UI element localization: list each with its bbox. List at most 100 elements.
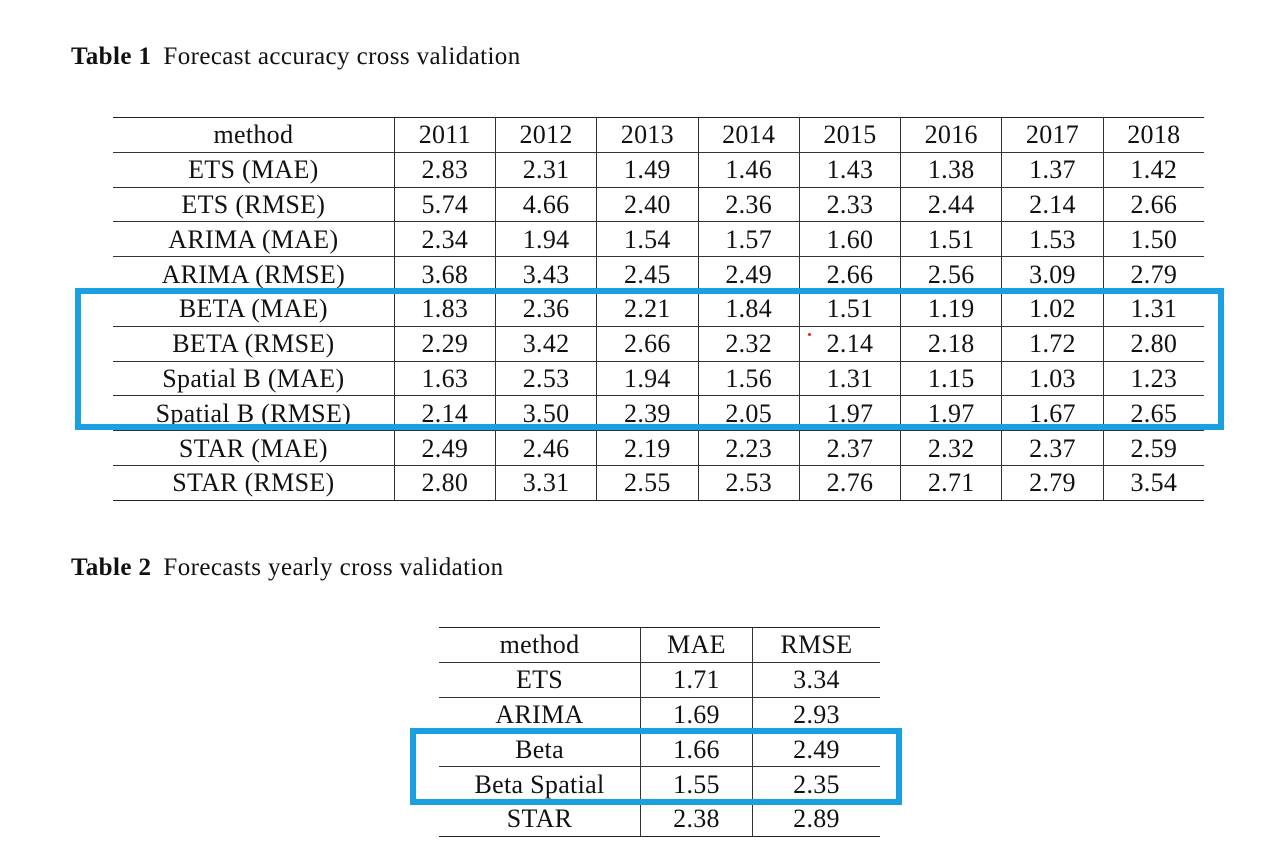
column-header-method: method [113,117,395,153]
table-row: ETS 1.71 3.34 [439,662,880,698]
table-header-row: method MAE RMSE [439,627,880,663]
value-cell: 1.38 [900,152,1003,188]
value-cell: 2.49 [752,731,880,768]
column-header-method: method [439,627,641,663]
forecasts-yearly-table: method MAE RMSE ETS 1.71 3.34 ARIMA 1.69… [439,627,880,837]
value-cell: 1.42 [1103,152,1204,188]
value-cell: 2.40 [596,187,699,223]
table-1-label: Table 1 [71,43,152,70]
value-cell: 2.53 [495,361,598,397]
method-cell: Beta [439,731,641,768]
value-cell: 2.29 [394,326,496,362]
value-cell: 3.54 [1130,468,1178,498]
value-cell: 1.56 [698,361,800,397]
value-cell: 2.37 [1001,430,1104,466]
value-cell: 2.36 [495,291,598,327]
column-header-rmse: RMSE [752,627,880,663]
value-cell: 2.79 [1001,465,1104,501]
value-cell: 3.68 [394,256,496,292]
value-cell: 1.49 [596,152,699,188]
column-header-year: 2015 [799,117,902,153]
value-cell: 2.18 [900,326,1003,362]
value-cell: 2.65 [1103,395,1204,432]
value-cell: 1.71 [640,662,753,698]
value-cell: 2.45 [596,256,699,292]
value-cell: 2.49 [698,256,800,292]
table-row: STAR 2.38 2.89 [439,801,880,837]
column-header-year: 2017 [1001,117,1104,153]
value-cell: 2.44 [900,187,1003,223]
value-cell: 1.53 [1001,221,1104,258]
value-cell: 2.32 [698,326,800,362]
value-cell: 2.49 [394,430,496,466]
table-row: Beta 1.66 2.49 [439,731,880,768]
column-header-year: 2013 [596,117,699,153]
value-cell: 2.38 [640,801,753,837]
value-cell: 2.33 [799,187,902,223]
column-header-year: 2011 [394,117,496,153]
method-cell: BETA (RMSE) [113,326,395,362]
column-header-year: 2012 [495,117,598,153]
value-cell: 1.67 [1001,395,1104,432]
value-cell: 2.59 [1103,430,1204,466]
value-cell: 3.31 [495,465,598,501]
value-cell: 1.97 [900,395,1003,432]
value-cell: 1.60 [799,221,902,258]
value-cell: 1.37 [1001,152,1104,188]
red-marker-dot [808,333,811,336]
value-cell: 2.14 [1001,187,1104,223]
value-cell: 1.31 [1103,291,1204,327]
value-cell: 1.23 [1103,361,1204,397]
value-cell: 2.39 [596,395,699,432]
table-row: ARIMA 1.69 2.93 [439,697,880,733]
column-header-year: 2014 [698,117,800,153]
method-cell: Spatial B (MAE) [113,361,395,397]
value-cell: 1.19 [900,291,1003,327]
value-cell: 2.53 [698,465,800,501]
value-cell: 2.21 [596,291,699,327]
value-cell: 3.42 [495,326,598,362]
table-row: ETS (MAE) 2.83 2.31 1.49 1.46 1.43 1.38 … [113,152,1204,188]
value-cell: 2.35 [752,766,880,802]
value-cell: 1.84 [698,291,800,327]
table-2-title: Forecasts yearly cross validation [163,554,504,581]
value-cell: 1.54 [596,221,699,258]
method-cell: Spatial B (RMSE) [113,395,395,432]
value-cell: 4.66 [495,187,598,223]
table-row: STAR (MAE) 2.49 2.46 2.19 2.23 2.37 2.32… [113,430,1204,466]
table-2-label: Table 2 [71,554,152,581]
value-cell: 3.43 [495,256,598,292]
value-cell: 2.83 [394,152,496,188]
value-cell: 1.51 [799,291,902,327]
value-cell: 2.14 [799,326,902,362]
table-row: ETS (RMSE) 5.74 4.66 2.40 2.36 2.33 2.44… [113,187,1204,223]
method-cell: ARIMA (MAE) [113,221,395,258]
column-header-mae: MAE [640,627,753,663]
value-cell: 1.55 [640,766,753,802]
value-cell: 2.79 [1103,256,1204,292]
value-cell: 2.66 [1103,187,1204,223]
value-cell: 2.76 [799,465,902,501]
value-cell: 5.74 [394,187,496,223]
value-cell: 1.72 [1001,326,1104,362]
value-cell: 2.34 [394,221,496,258]
value-cell: 2.80 [394,465,496,501]
value-cell: 2.56 [900,256,1003,292]
value-cell: 2.36 [698,187,800,223]
value-cell: 2.05 [698,395,800,432]
table-row: Spatial B (MAE) 1.63 2.53 1.94 1.56 1.31… [113,361,1204,397]
table-1-title: Forecast accuracy cross validation [163,43,521,70]
value-cell: 3.50 [495,395,598,432]
value-cell: 1.43 [799,152,902,188]
value-cell: 1.31 [799,361,902,397]
table-row: Spatial B (RMSE) 2.14 3.50 2.39 2.05 1.9… [113,395,1204,432]
method-cell: STAR [439,801,641,837]
value-cell: 1.66 [640,731,753,768]
value-cell: 2.93 [752,697,880,733]
table-header-row: method 2011 2012 2013 2014 2015 2016 201… [113,117,1204,153]
table-1-caption: Table 1 Forecast accuracy cross validatio… [71,42,521,72]
value-cell: 3.09 [1001,256,1104,292]
column-header-year: 2016 [900,117,1003,153]
value-cell: 2.89 [793,804,840,834]
method-cell: Beta Spatial [439,766,641,802]
